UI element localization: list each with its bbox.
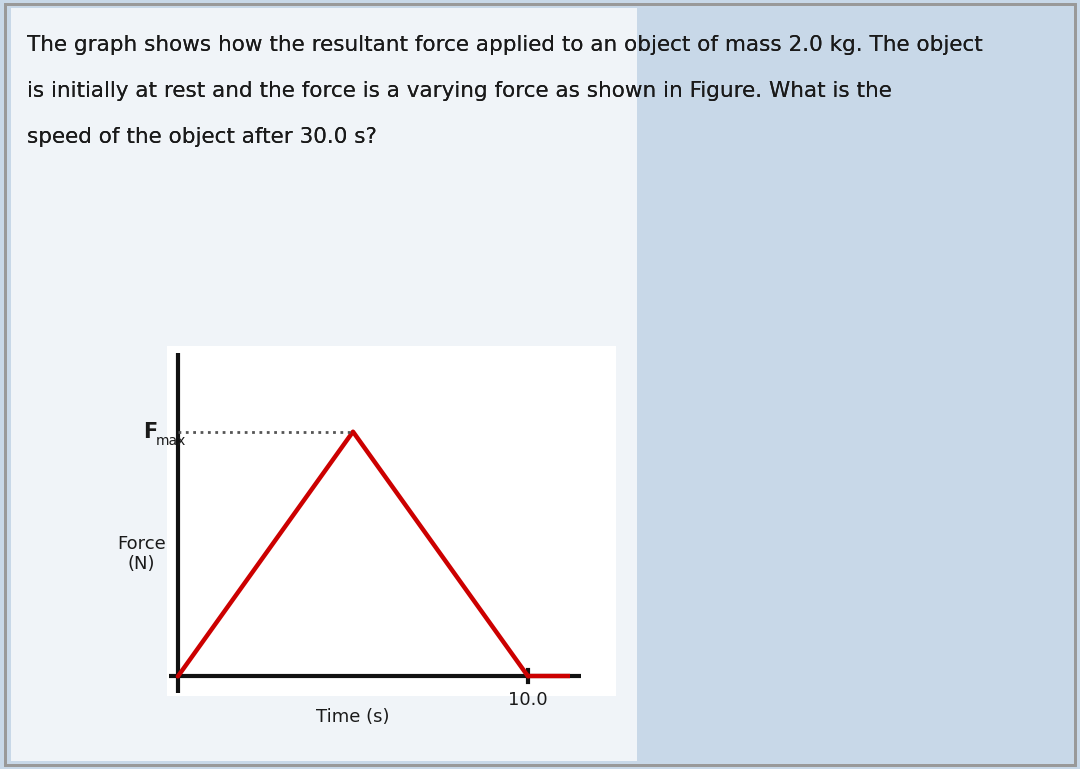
Text: Time (s): Time (s) <box>316 708 390 726</box>
Text: 10.0: 10.0 <box>509 691 548 709</box>
Text: The graph shows how the resultant force applied to an object of mass 2.0 kg. The: The graph shows how the resultant force … <box>27 35 983 55</box>
Text: speed of the object after 30.0 s?: speed of the object after 30.0 s? <box>27 127 377 147</box>
Text: is initially at rest and the force is a varying force as shown in Figure. What i: is initially at rest and the force is a … <box>27 81 892 101</box>
Text: F: F <box>143 421 157 441</box>
Text: max: max <box>157 434 187 448</box>
Text: is initially at rest and the force is a varying force as shown in Figure. What i: is initially at rest and the force is a … <box>27 81 892 101</box>
Text: Force
(N): Force (N) <box>117 534 165 574</box>
Text: The graph shows how the resultant force applied to an object of mass 2.0 kg. The: The graph shows how the resultant force … <box>27 35 983 55</box>
Text: speed of the object after 30.0 s?: speed of the object after 30.0 s? <box>27 127 377 147</box>
